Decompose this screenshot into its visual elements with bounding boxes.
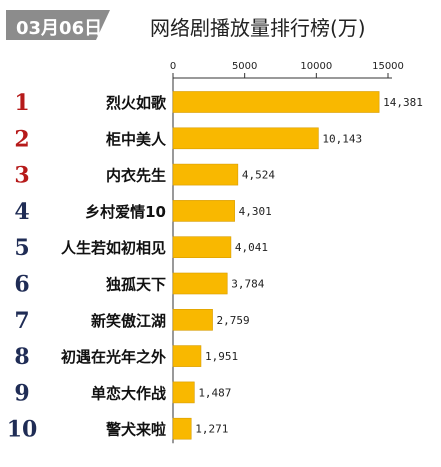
date-label: 03月06日 <box>16 18 103 39</box>
bar <box>172 127 319 150</box>
category-label: 新笑傲江湖 <box>91 312 166 330</box>
value-label: 1,951 <box>205 350 238 363</box>
category-label: 烈火如歌 <box>106 94 167 112</box>
rank-number: 8 <box>14 344 29 370</box>
value-label: 1,271 <box>195 423 228 436</box>
date-badge: 03月06日 <box>6 10 110 40</box>
date-badge-shape <box>6 10 110 40</box>
bar <box>172 308 213 331</box>
x-tick-label: 10000 <box>300 61 332 72</box>
value-label: 4,041 <box>235 241 268 254</box>
category-label: 内衣先生 <box>106 167 166 185</box>
category-label: 警犬来啦 <box>105 421 166 439</box>
category-label: 乡村爱情10 <box>85 203 166 221</box>
rank-number: 3 <box>14 163 29 189</box>
bar <box>172 91 380 113</box>
bar <box>172 417 192 440</box>
chart-title: 网络剧播放量排行榜(万) <box>150 16 366 40</box>
value-label: 4,301 <box>239 205 272 218</box>
rank-number: 9 <box>14 380 29 406</box>
category-label: 初遇在光年之外 <box>61 348 166 366</box>
x-tick-label: 0 <box>170 61 176 72</box>
bar <box>172 381 195 404</box>
category-label: 单恋大作战 <box>91 384 166 402</box>
value-label: 10,143 <box>322 132 362 145</box>
rank-number: 5 <box>14 235 29 261</box>
value-label: 3,784 <box>231 278 264 291</box>
rank-number: 4 <box>14 199 29 225</box>
value-label: 2,759 <box>217 314 250 327</box>
category-label: 人生若如初相见 <box>61 239 166 257</box>
rank-number: 2 <box>14 126 29 152</box>
x-tick-label: 15000 <box>372 61 404 72</box>
x-tick-label: 5000 <box>232 61 257 72</box>
rank-number: 6 <box>14 272 29 298</box>
category-label: 柜中美人 <box>105 130 167 148</box>
category-label: 独孤天下 <box>106 276 166 294</box>
bar <box>172 163 239 186</box>
value-label: 4,524 <box>242 169 275 182</box>
value-label: 1,487 <box>198 386 231 399</box>
bar <box>172 236 232 258</box>
rank-number: 1 <box>14 90 29 116</box>
rank-number: 10 <box>7 417 38 443</box>
bar <box>172 272 228 295</box>
rank-number: 7 <box>14 308 29 334</box>
value-label: 14,381 <box>383 96 423 109</box>
bar <box>172 200 235 222</box>
bar <box>172 345 202 367</box>
